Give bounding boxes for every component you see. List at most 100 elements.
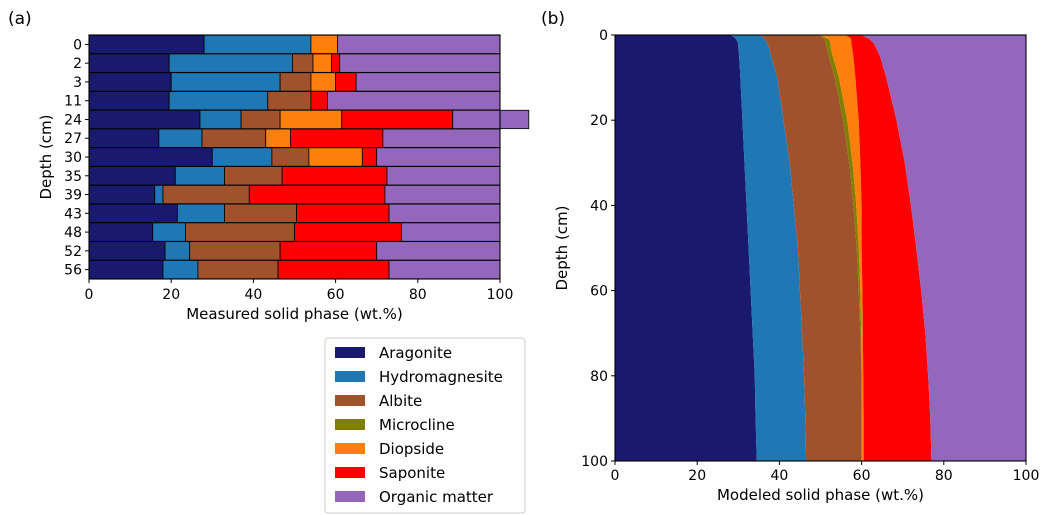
bar-hydromagnesite-depth-56 [162, 260, 199, 280]
bar-hydromagnesite-depth-24 [199, 109, 242, 130]
panel-a-x-title: Measured solid phase (wt.%) [186, 305, 403, 323]
bar-hydromagnesite-depth-3 [170, 72, 281, 92]
bar-hydromagnesite-depth-27 [158, 128, 203, 148]
legend-frame [324, 337, 526, 514]
bar-hydromagnesite-depth-11 [168, 91, 269, 111]
x-tick-label-40: 40 [244, 287, 262, 303]
bar-aragonite-depth-2 [88, 53, 170, 73]
panel-b-y-title: Depth (cm) [553, 205, 571, 290]
bar-organic-matter-depth-2 [339, 53, 501, 73]
panel-b-label: (b) [541, 9, 565, 29]
bar-diopside-depth-3 [310, 72, 337, 92]
bar-organic-matter-depth-0 [337, 34, 501, 54]
bar-organic-matter-depth-48 [400, 222, 501, 242]
bar-aragonite-depth-35 [88, 166, 176, 186]
legend-label-diopside: Diopside [379, 440, 444, 458]
bar-diopside-depth-24 [279, 109, 343, 130]
legend-swatch-microcline [335, 419, 365, 430]
bar-albite-depth-43 [224, 203, 297, 223]
bar-albite-depth-27 [201, 128, 267, 148]
bar-albite-depth-30 [271, 147, 310, 167]
panel-b-areas [615, 35, 1026, 461]
bar-saponite-depth-30 [361, 147, 378, 167]
x-tick-label-20: 20 [162, 287, 180, 303]
x-tick-label-100: 100 [487, 287, 514, 303]
y-tick-label-27: 27 [64, 131, 82, 147]
b-y-tick-label-0: 0 [599, 28, 608, 44]
bar-albite-depth-3 [279, 72, 312, 92]
y-tick-label-11: 11 [64, 94, 82, 110]
x-tick-label-60: 60 [327, 287, 345, 303]
area-organic-matter [861, 35, 1026, 461]
bar-organic-matter-depth-27 [382, 128, 501, 148]
panel-a-measured: (a) 0 20 40 60 80 100 0 2 3 11 24 27 30 35 39 43 48 52 56… [8, 9, 530, 323]
bar-aragonite-depth-27 [88, 128, 160, 148]
bar-saponite-depth-56 [277, 260, 390, 280]
bar-hydromagnesite-depth-52 [164, 241, 191, 261]
bar-hydromagnesite-depth-2 [168, 53, 293, 73]
bar-diopside-depth-2 [312, 53, 332, 73]
bar-organic-matter-depth-35 [386, 166, 501, 186]
legend-swatch-organic-matter [335, 491, 365, 502]
y-tick-label-24: 24 [64, 112, 82, 128]
bar-organic-matter-depth-43 [388, 203, 501, 223]
bar-saponite-depth-24 [341, 109, 454, 130]
bar-organic-matter-depth-30 [376, 147, 501, 167]
y-tick-label-43: 43 [64, 206, 82, 222]
panel-a-y-title: Depth (cm) [37, 114, 55, 199]
bar-aragonite-depth-56 [88, 260, 164, 280]
bar-saponite-depth-2 [331, 53, 341, 73]
bar-albite-depth-2 [292, 53, 314, 73]
bar-hydromagnesite-depth-35 [174, 166, 226, 186]
bar-aragonite-depth-24 [88, 109, 201, 130]
panel-a-bars [88, 34, 530, 280]
bar-saponite-depth-35 [281, 166, 388, 186]
legend-label-microcline: Microcline [379, 416, 455, 434]
bar-aragonite-depth-39 [88, 184, 156, 205]
bar-aragonite-depth-3 [88, 72, 172, 92]
legend-label-aragonite: Aragonite [379, 344, 452, 362]
legend-label-organic-matter: Organic matter [379, 488, 494, 506]
area-albite [758, 35, 862, 461]
bar-diopside-depth-27 [265, 128, 291, 148]
area-diopside [820, 35, 864, 461]
area-hydromagnesite [730, 35, 807, 461]
bar-albite-depth-35 [224, 166, 283, 186]
bar-diopside-depth-30 [308, 147, 363, 167]
bar-saponite-depth-39 [248, 184, 386, 205]
y-tick-label-30: 30 [64, 150, 82, 166]
y-tick-label-52: 52 [64, 244, 82, 260]
y-tick-label-2: 2 [73, 56, 82, 72]
bar-organic-matter-depth-52 [376, 241, 501, 261]
legend-swatch-hydromagnesite [335, 371, 365, 382]
b-y-tick-label-20: 20 [590, 113, 608, 129]
legend-swatch-diopside [335, 443, 365, 454]
b-x-tick-label-0: 0 [611, 468, 620, 484]
panel-b-frame [614, 34, 1027, 462]
panel-a-label: (a) [8, 9, 32, 29]
b-y-tick-label-40: 40 [590, 198, 608, 214]
y-tick-label-35: 35 [64, 169, 82, 185]
bar-organic-matter-depth-11 [326, 91, 501, 111]
bar-saponite-depth-52 [279, 241, 378, 261]
b-y-tick-label-80: 80 [590, 369, 608, 385]
b-x-tick-label-100: 100 [1013, 468, 1040, 484]
b-x-tick-label-20: 20 [688, 468, 706, 484]
y-tick-label-0: 0 [73, 37, 82, 53]
x-tick-label-0: 0 [85, 287, 94, 303]
legend-swatch-albite [335, 395, 365, 406]
bar-aragonite-depth-0 [88, 34, 205, 54]
bar-organic-matter-depth-39 [384, 184, 501, 205]
y-tick-label-39: 39 [64, 188, 82, 204]
bar-aragonite-depth-30 [88, 147, 213, 167]
bar-aragonite-depth-48 [88, 222, 154, 242]
bar-albite-depth-52 [189, 241, 281, 261]
bar-organic-matter-depth-3 [355, 72, 501, 92]
bar-albite-depth-56 [197, 260, 279, 280]
bar-saponite-depth-3 [335, 72, 357, 92]
bar-organic-matter-depth-24 [452, 109, 530, 130]
y-tick-label-48: 48 [64, 225, 82, 241]
bar-aragonite-depth-43 [88, 203, 178, 223]
bar-hydromagnesite-depth-30 [211, 147, 273, 167]
